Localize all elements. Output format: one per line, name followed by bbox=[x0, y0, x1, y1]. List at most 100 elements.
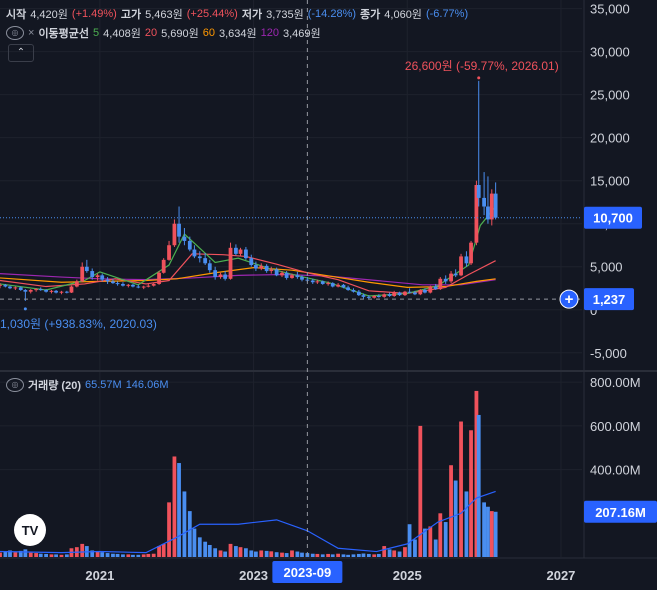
candle-body bbox=[274, 269, 279, 276]
candle-body bbox=[95, 275, 100, 278]
candle-body bbox=[203, 258, 208, 264]
candle-body bbox=[259, 265, 264, 269]
ma60-value: 3,634원 bbox=[218, 28, 257, 40]
candle-body bbox=[397, 292, 402, 296]
volume-bar bbox=[249, 550, 254, 557]
volume-bar bbox=[177, 463, 181, 557]
high-value: 5,463원 bbox=[145, 9, 183, 21]
candle-body bbox=[167, 245, 171, 260]
candle-body bbox=[8, 286, 12, 289]
volume-bar bbox=[161, 543, 166, 557]
volume-bar bbox=[407, 524, 412, 557]
candle-body bbox=[213, 270, 218, 278]
candle-body bbox=[90, 271, 95, 278]
volume-bar bbox=[234, 546, 238, 557]
volume-bar bbox=[197, 537, 202, 557]
max-price-marker bbox=[477, 76, 481, 80]
ma5-line bbox=[0, 206, 497, 297]
candle-body bbox=[428, 286, 433, 293]
candle-body bbox=[330, 283, 335, 287]
candle-body bbox=[423, 289, 427, 293]
volume-bar bbox=[453, 480, 458, 557]
close-icon[interactable]: × bbox=[28, 27, 35, 39]
candle-body bbox=[264, 265, 269, 272]
candle-body bbox=[105, 279, 110, 282]
chevron-up-icon[interactable]: ⌃ bbox=[8, 44, 34, 62]
volume-bar bbox=[346, 554, 350, 557]
tradingview-logo-text: TV bbox=[22, 523, 39, 538]
last-price-badge-bg bbox=[584, 206, 642, 229]
candle-body bbox=[49, 290, 54, 292]
volume-bar bbox=[80, 543, 85, 557]
volume-bar bbox=[428, 526, 433, 557]
volume-value-2: 146.06M bbox=[125, 379, 169, 391]
eye-icon-volume[interactable]: ◎ bbox=[6, 378, 24, 392]
high-label: 고가 bbox=[120, 9, 142, 21]
candle-body bbox=[59, 291, 64, 293]
volume-bar bbox=[489, 511, 494, 557]
volume-bar bbox=[376, 553, 381, 557]
price-tick-label: 20,000 bbox=[590, 131, 630, 146]
crosshair-price-badge-bg bbox=[584, 288, 634, 311]
ma20-value: 5,690원 bbox=[161, 28, 199, 40]
candle-body bbox=[34, 289, 39, 291]
candle-body bbox=[74, 281, 79, 287]
candle-body bbox=[382, 294, 387, 297]
candle-body bbox=[356, 291, 361, 296]
candle-body bbox=[336, 284, 341, 287]
candle-body bbox=[187, 240, 192, 250]
volume-bar bbox=[182, 491, 187, 557]
ma120-line bbox=[0, 273, 496, 286]
candle-body bbox=[146, 285, 151, 287]
ma120-period: 120 bbox=[260, 27, 279, 39]
volume-bar bbox=[418, 425, 423, 557]
volume-bar bbox=[413, 539, 417, 557]
price-tick-label: 5,000 bbox=[590, 260, 623, 275]
volume-bar bbox=[187, 511, 192, 557]
open-value: 4,420원 bbox=[30, 9, 68, 21]
candle-body bbox=[351, 289, 356, 292]
volume-bar bbox=[341, 554, 346, 557]
candle-body bbox=[413, 292, 417, 295]
volume-bar bbox=[141, 554, 146, 557]
candle-body bbox=[192, 249, 197, 257]
candle-body bbox=[13, 287, 18, 289]
price-tick-label: 0 bbox=[590, 303, 597, 318]
open-change: (+1.49%) bbox=[71, 8, 117, 20]
volume-bar bbox=[269, 551, 274, 557]
close-value: 4,060원 bbox=[384, 9, 422, 21]
candle-body bbox=[433, 286, 438, 290]
candle-body bbox=[172, 223, 177, 246]
candle-body bbox=[136, 286, 141, 288]
volume-bar bbox=[3, 551, 8, 557]
price-tick-label: 25,000 bbox=[590, 88, 630, 103]
candle-body bbox=[151, 283, 156, 286]
close-label: 종가 bbox=[360, 9, 381, 21]
candle-body bbox=[228, 247, 233, 279]
volume-tick-label: 800.00M bbox=[590, 375, 641, 390]
volume-bar bbox=[403, 547, 407, 557]
volume-bar bbox=[366, 553, 371, 557]
volume-bar bbox=[115, 553, 120, 557]
candle-body bbox=[326, 283, 331, 285]
volume-bar bbox=[486, 506, 490, 557]
volume-bar bbox=[38, 553, 43, 557]
ma60-period: 60 bbox=[202, 27, 215, 39]
volume-bar bbox=[310, 553, 315, 557]
volume-bar bbox=[23, 549, 28, 557]
volume-bar bbox=[469, 430, 473, 557]
volume-bar bbox=[192, 528, 197, 557]
volume-bar bbox=[8, 550, 12, 557]
volume-bar bbox=[372, 554, 377, 557]
eye-icon[interactable]: ◎ bbox=[6, 26, 24, 40]
candle-body bbox=[407, 291, 412, 293]
candle-body bbox=[218, 274, 223, 278]
candle-body bbox=[38, 289, 43, 291]
volume-bar bbox=[95, 551, 100, 557]
candle-body bbox=[253, 265, 258, 269]
volume-tick-label: 600.00M bbox=[590, 419, 641, 434]
volume-bar bbox=[243, 548, 248, 557]
volume-bar bbox=[356, 553, 361, 557]
volume-bar bbox=[111, 553, 115, 557]
